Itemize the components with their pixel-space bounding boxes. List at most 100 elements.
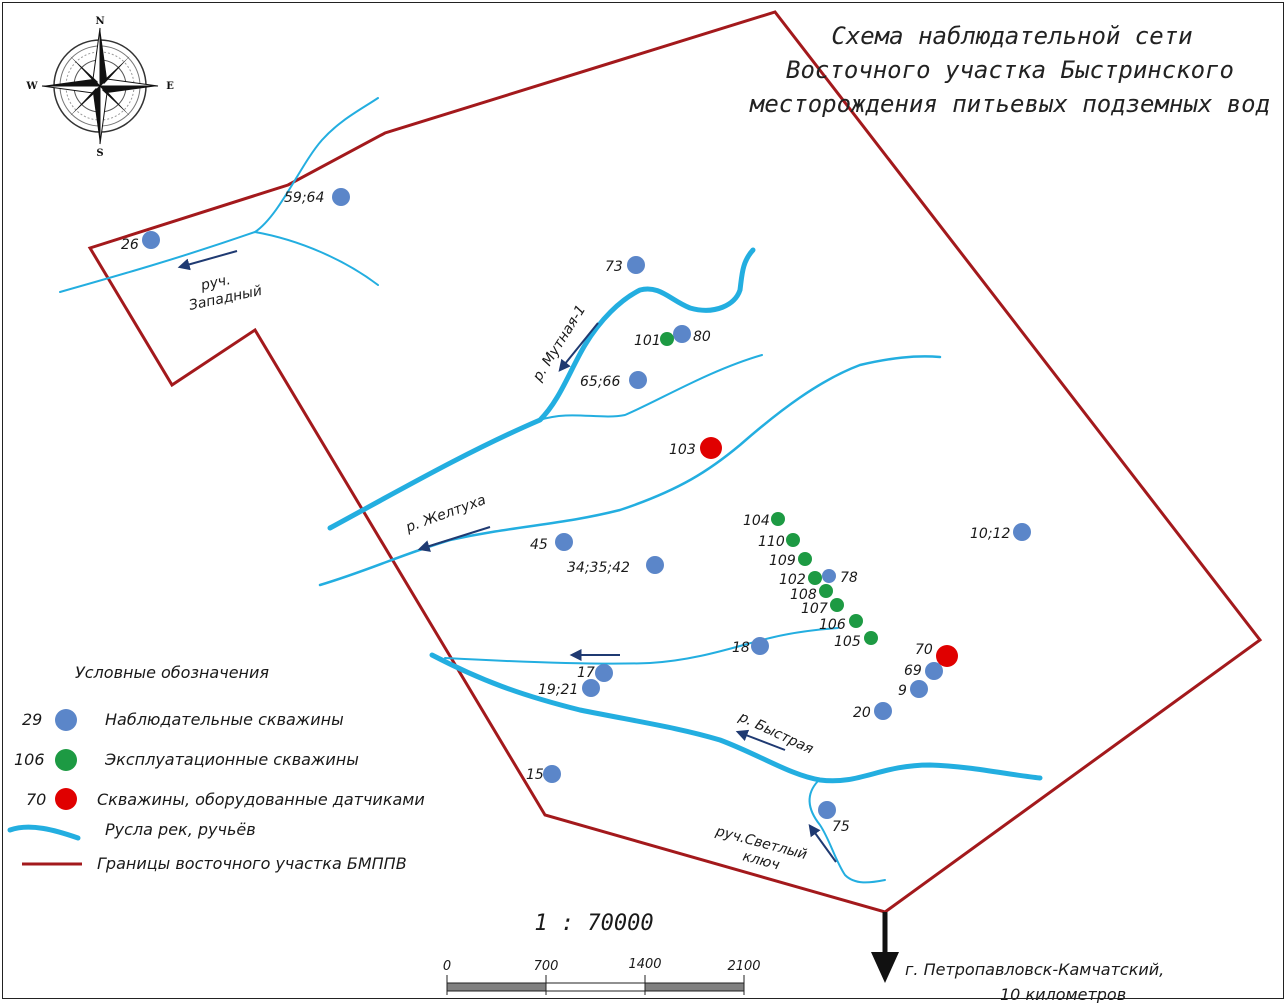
scale-bar-segment-2 [545, 982, 646, 992]
river-zapadny-branch [254, 231, 379, 286]
well-marker-17[interactable] [595, 664, 613, 682]
compass-n: N [95, 16, 104, 27]
title-line-2: Восточного участка Быстринского [786, 56, 1234, 84]
scale-tick-1400: 1400 [628, 957, 661, 972]
flow-arrow-bystraya [735, 729, 786, 751]
well-marker-75[interactable] [818, 801, 836, 819]
well-marker-103[interactable] [700, 437, 722, 459]
well-marker-9[interactable] [910, 680, 928, 698]
well-marker-69[interactable] [925, 662, 943, 680]
direction-to-city: г. Петропавловск-Камчатский, 10 километр… [871, 912, 1164, 1003]
well-label-34-35-42: 34;35;42 [567, 560, 630, 576]
scale-tick-0: 0 [443, 959, 451, 974]
well-marker-26[interactable] [142, 231, 160, 249]
legend-sensor-num: 70 [26, 790, 46, 809]
legend-river-label: Русла рек, ручьёв [105, 820, 256, 839]
well-marker-34-35-42[interactable] [646, 556, 664, 574]
well-marker-10-12[interactable] [1013, 523, 1031, 541]
direction-arrow-icon [871, 952, 899, 983]
legend-prod-marker [55, 749, 77, 771]
compass-e: E [166, 81, 174, 92]
title-line-3: месторождения питьевых подземных вод [749, 90, 1270, 118]
well-marker-102[interactable] [808, 571, 822, 585]
well-label-105: 105 [834, 634, 861, 650]
scale-bar-segment-3 [644, 982, 745, 992]
well-marker-59-64[interactable] [332, 188, 350, 206]
map-title: Схема наблюдательной сети Восточного уча… [749, 22, 1270, 118]
well-label-110: 110 [758, 534, 785, 550]
well-marker-108[interactable] [819, 584, 833, 598]
well-marker-110[interactable] [786, 533, 800, 547]
label-zapadny-1: руч. [199, 272, 233, 294]
legend-sensor-marker [55, 788, 77, 810]
well-label-104: 104 [743, 513, 770, 529]
well-label-109: 109 [769, 553, 796, 569]
well-label-18: 18 [732, 640, 750, 656]
well-label-45: 45 [530, 537, 548, 553]
scale-ratio: 1 : 70000 [534, 911, 653, 936]
well-marker-20[interactable] [874, 702, 892, 720]
flow-arrow-zheltukha [417, 526, 491, 552]
legend-boundary-label: Границы восточного участка БМППВ [97, 854, 407, 873]
flow-arrow-zapadny [177, 250, 238, 271]
well-marker-78[interactable] [822, 569, 836, 583]
river-svetly [808, 780, 886, 884]
compass-rose-icon: N S W E [25, 16, 174, 159]
well-marker-104[interactable] [771, 512, 785, 526]
well-marker-101[interactable] [660, 332, 674, 346]
well-label-10-12: 10;12 [970, 526, 1010, 542]
river-zheltukha [318, 355, 942, 587]
well-marker-45[interactable] [555, 533, 573, 551]
well-marker-18[interactable] [751, 637, 769, 655]
scale-tick-2100: 2100 [727, 959, 760, 974]
river-middle-stream [444, 627, 839, 665]
legend-obs-num: 29 [22, 710, 42, 729]
well-marker-80[interactable] [673, 325, 691, 343]
well-label-73: 73 [605, 259, 623, 275]
flow-arrow-svetly [808, 824, 837, 863]
well-marker-105[interactable] [864, 631, 878, 645]
map-legend: Условные обозначения 29 Наблюдательные с… [7, 663, 425, 873]
well-label-65-66: 65;66 [580, 374, 620, 390]
well-marker-106[interactable] [849, 614, 863, 628]
direction-line-2: 10 километров [1000, 985, 1126, 1003]
legend-river-swatch [7, 824, 81, 841]
legend-prod-label: Эксплуатационные скважины [104, 750, 359, 769]
well-label-102: 102 [779, 572, 806, 588]
well-label-17: 17 [577, 665, 595, 681]
legend-title: Условные обозначения [75, 663, 269, 682]
title-line-1: Схема наблюдательной сети [831, 22, 1192, 50]
well-label-108: 108 [790, 587, 817, 603]
well-marker-19-21[interactable] [582, 679, 600, 697]
legend-sensor-label: Скважины, оборудованные датчиками [97, 790, 425, 809]
river-mutnaya-tributary [539, 354, 763, 421]
map-scale: 1 : 70000 0 700 1400 2100 [443, 911, 761, 995]
river-zapadny [59, 97, 379, 293]
river-mutnaya [327, 247, 756, 531]
well-label-59-64: 59;64 [284, 190, 324, 206]
well-label-69: 69 [904, 663, 922, 679]
well-label-9: 9 [898, 683, 907, 699]
direction-line-1: г. Петропавловск-Камчатский, [905, 960, 1164, 979]
well-label-106: 106 [819, 617, 846, 633]
scale-tick-700: 700 [534, 959, 559, 974]
well-marker-107[interactable] [830, 598, 844, 612]
observation-wells [142, 188, 1031, 819]
well-labels: 26 59;64 73 80 101 65;66 103 104 110 109… [121, 190, 1010, 835]
well-label-70: 70 [915, 642, 933, 658]
well-label-75: 75 [832, 819, 850, 835]
well-marker-65-66[interactable] [629, 371, 647, 389]
well-label-20: 20 [853, 705, 871, 721]
well-marker-109[interactable] [798, 552, 812, 566]
well-marker-15[interactable] [543, 765, 561, 783]
river-bystraya [429, 652, 1043, 784]
well-marker-70[interactable] [936, 645, 958, 667]
well-label-101: 101 [634, 333, 661, 349]
well-label-19-21: 19;21 [538, 682, 578, 698]
well-label-15: 15 [526, 767, 544, 783]
well-marker-73[interactable] [627, 256, 645, 274]
well-label-26: 26 [121, 237, 139, 253]
compass-s: S [96, 148, 103, 159]
sensor-wells [700, 437, 958, 667]
